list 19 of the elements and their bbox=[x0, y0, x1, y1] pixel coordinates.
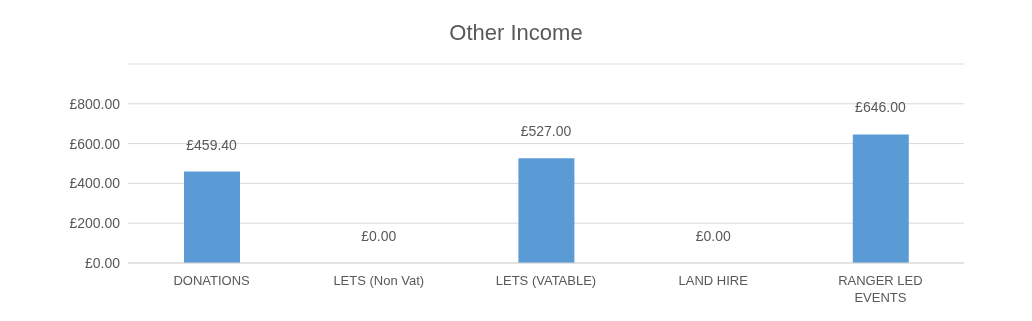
bar bbox=[852, 134, 909, 263]
data-label: £459.40 bbox=[186, 136, 238, 153]
data-label: £0.00 bbox=[361, 228, 397, 244]
x-tick-label: LAND HIRE bbox=[678, 273, 749, 288]
y-tick-label: £400.00 bbox=[69, 175, 121, 192]
y-tick-label: £0.00 bbox=[84, 254, 121, 271]
x-tick-label: LETS (Non Vat) bbox=[333, 273, 425, 288]
chart-title: Other Income bbox=[448, 19, 584, 47]
data-label: £0.00 bbox=[695, 228, 731, 244]
x-tick-label: DONATIONS bbox=[173, 273, 251, 288]
bar bbox=[184, 171, 240, 263]
bar bbox=[518, 158, 575, 263]
data-label: £527.00 bbox=[520, 123, 572, 140]
y-tick-label: £200.00 bbox=[69, 215, 121, 232]
x-tick-label: LETS (VATABLE) bbox=[495, 273, 597, 288]
y-tick-label: £800.00 bbox=[69, 95, 121, 112]
data-label: £646.00 bbox=[855, 99, 906, 116]
y-tick-label: £600.00 bbox=[69, 135, 121, 152]
x-tick-label: RANGER LED EVENTS bbox=[838, 273, 923, 305]
